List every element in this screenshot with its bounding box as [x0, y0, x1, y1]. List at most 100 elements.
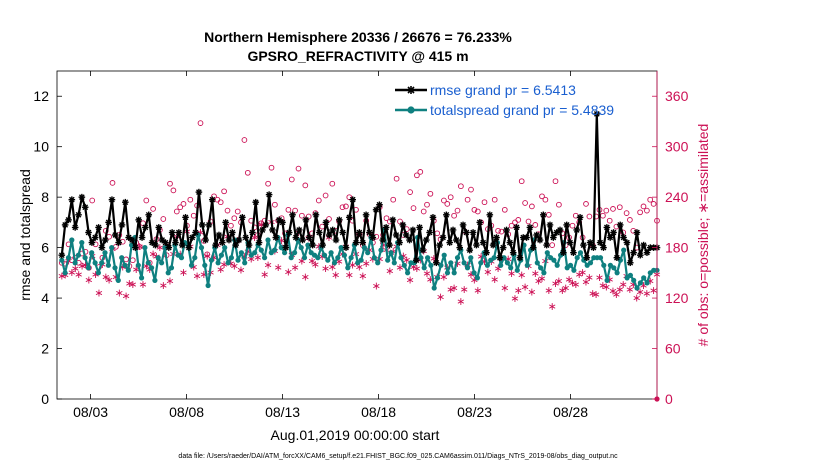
obs-assimilated-point: ∗ [548, 300, 557, 313]
obs-possible-point [542, 196, 549, 203]
obs-possible-point [569, 222, 576, 229]
x-tick-label: 08/18 [361, 404, 396, 420]
rmse-point [630, 249, 637, 256]
spread-point [305, 242, 311, 248]
rmse-point [165, 244, 173, 251]
rmse-point [108, 196, 116, 203]
spread-point [641, 275, 647, 281]
obs-assimilated-point: ∗ [148, 248, 157, 261]
obs-possible-point [525, 218, 532, 225]
rmse-point [529, 244, 537, 251]
spread-point [478, 260, 484, 266]
spread-point [215, 260, 221, 266]
obs-assimilated-point: ∗ [290, 261, 299, 274]
obs-possible-point [329, 180, 336, 187]
obs-assimilated-point: ∗ [314, 240, 323, 253]
obs-assimilated-point: ∗ [334, 255, 343, 268]
spread-point [611, 265, 617, 271]
obs-possible-point [397, 218, 403, 225]
obs-assimilated-point: ∗ [544, 284, 553, 297]
rmse-point [546, 221, 554, 229]
spread-point [587, 260, 594, 266]
spread-point [258, 247, 264, 253]
rmse-point [299, 236, 306, 244]
obs-assimilated-point: ∗ [412, 262, 421, 275]
obs-assimilated-point: ∗ [274, 261, 283, 274]
spread-point [375, 260, 381, 266]
obs-assimilated-point: ∗ [196, 226, 205, 239]
obs-assimilated-point: ∗ [395, 261, 404, 274]
obs-assimilated-point: ∗ [568, 276, 577, 289]
rmse-point [85, 229, 92, 236]
spread-point [484, 262, 490, 268]
obs-assimilated-point: ∗ [476, 250, 485, 263]
rmse-point [456, 244, 464, 251]
obs-assimilated-point: ∗ [284, 265, 293, 278]
obs-assimilated-point: ∗ [588, 287, 597, 300]
obs-possible-point [315, 197, 322, 204]
rmse-point [115, 239, 122, 246]
obs-assimilated-point: ∗ [602, 281, 611, 294]
x-tick-label: 08/23 [457, 404, 492, 420]
obs-assimilated-point: ∗ [230, 259, 239, 272]
obs-possible-point [339, 204, 346, 211]
obs-assimilated-point: ∗ [507, 267, 516, 280]
spread-point [388, 250, 394, 256]
spread-point [428, 262, 434, 268]
obs-possible-point [501, 206, 508, 213]
rmse-point [369, 234, 377, 241]
rmse-point [640, 241, 647, 249]
rmse-point [262, 221, 270, 229]
rmse-point [95, 224, 102, 231]
rmse-point [610, 229, 617, 236]
rmse-point [402, 231, 410, 239]
obs-assimilated-point: ∗ [619, 278, 628, 291]
spread-point [554, 262, 560, 268]
spread-point [514, 267, 520, 273]
obs-assimilated-point: ∗ [514, 284, 523, 297]
rmse-point [229, 229, 236, 236]
x-tick-label: 08/03 [73, 404, 108, 420]
y-left-tick-label: 12 [33, 88, 49, 104]
rmse-point [489, 241, 497, 249]
rmse-point [332, 236, 340, 244]
obs-possible-point [383, 215, 390, 222]
rmse-point [101, 236, 109, 244]
obs-assimilated-point: ∗ [632, 291, 641, 304]
spread-point [471, 270, 477, 276]
spread-point [95, 270, 101, 276]
obs-possible-point [187, 196, 194, 203]
obs-assimilated-point: ∗ [358, 270, 367, 283]
rmse-point [412, 256, 420, 264]
obs-assimilated-point: ∗ [575, 268, 584, 281]
spread-point [155, 255, 161, 261]
spread-point [627, 272, 634, 278]
obs-assimilated-point: ∗ [345, 269, 354, 282]
obs-assimilated-point: ∗ [625, 283, 634, 296]
obs-assimilated-point: ∗ [94, 286, 103, 299]
rmse-point [175, 229, 183, 236]
spread-point [99, 260, 105, 266]
obs-possible-point [204, 251, 211, 258]
obs-possible-point [197, 120, 204, 126]
obs-possible-point [417, 169, 424, 175]
obs-possible-point [410, 205, 417, 211]
obs-possible-point [285, 206, 292, 213]
obs-assimilated-point: ∗ [307, 254, 316, 267]
obs-assimilated-point: ∗ [460, 283, 469, 296]
spread-point [122, 262, 128, 268]
spread-point [524, 262, 530, 268]
rmse-point [409, 226, 417, 234]
obs-assimilated-point: ∗ [385, 265, 394, 278]
spread-point [621, 247, 627, 253]
obs-assimilated-point: ∗ [422, 267, 431, 280]
rmse-point [81, 203, 89, 211]
obs-possible-point [451, 212, 457, 219]
obs-assimilated-point: ∗ [483, 265, 492, 278]
obs-assimilated-point: ∗ [466, 268, 475, 281]
rmse-point [580, 241, 587, 249]
obs-possible-point [288, 176, 295, 183]
spread-point [205, 282, 211, 289]
spread-point [139, 275, 145, 281]
